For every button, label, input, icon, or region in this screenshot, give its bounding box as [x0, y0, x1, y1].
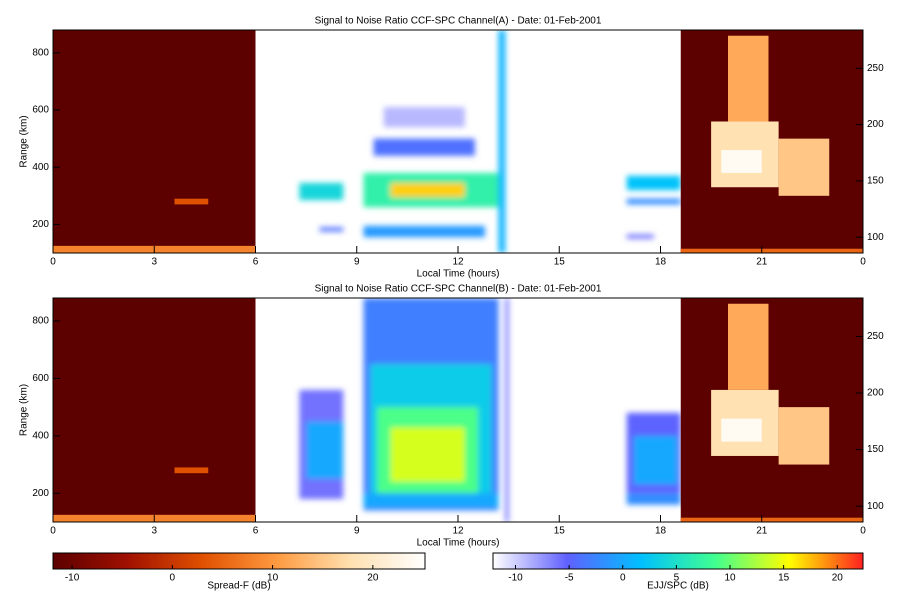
- colorbar-tick-label: 15: [778, 573, 790, 584]
- cell: [174, 198, 209, 205]
- chart-title: Signal to Noise Ratio CCF-SPC Channel(B)…: [315, 284, 602, 295]
- colorbar-tick-label: -10: [508, 573, 523, 584]
- y-tick-label: 600: [32, 105, 49, 116]
- y-tick-label: 400: [32, 162, 49, 173]
- cell: [778, 407, 830, 465]
- colorbar-tick-label: 20: [367, 573, 379, 584]
- y-tick-label: 400: [32, 430, 49, 441]
- y2-tick-label: 200: [867, 119, 884, 130]
- y-tick-label: 800: [32, 48, 49, 59]
- plot-area: [53, 298, 863, 522]
- x-tick-label: 21: [756, 526, 768, 537]
- colorbar-label: Spread-F (dB): [207, 581, 270, 592]
- cell: [390, 182, 465, 198]
- cell: [728, 35, 769, 122]
- colorbar-label: EJJ/SPC (dB): [647, 581, 709, 592]
- cell: [498, 30, 506, 253]
- chart-title: Signal to Noise Ratio CCF-SPC Channel(A)…: [315, 16, 602, 27]
- x-tick-label: 0: [860, 257, 866, 268]
- x-tick-label: 6: [253, 526, 259, 537]
- cell: [778, 138, 830, 196]
- colorbar-tick-label: 10: [724, 573, 736, 584]
- x-tick-label: 0: [50, 526, 56, 537]
- y-tick-label: 800: [32, 316, 49, 327]
- x-tick-label: 12: [452, 257, 464, 268]
- cell: [728, 303, 769, 390]
- x-tick-label: 3: [151, 257, 157, 268]
- x-tick-label: 21: [756, 257, 768, 268]
- y-tick-label: 200: [32, 219, 49, 230]
- x-tick-label: 18: [655, 257, 667, 268]
- cell: [626, 493, 681, 505]
- colorbar-tick-label: 10: [267, 573, 279, 584]
- y-axis-label: Range (km): [19, 115, 30, 167]
- cell: [53, 298, 256, 522]
- colorbar-tick-label: -10: [65, 573, 80, 584]
- y2-tick-label: 100: [867, 501, 884, 512]
- x-tick-label: 6: [253, 257, 259, 268]
- cell: [373, 138, 475, 156]
- x-tick-label: 15: [554, 526, 566, 537]
- snr-layer: [299, 30, 681, 253]
- y2-tick-label: 100: [867, 232, 884, 243]
- cell: [363, 493, 499, 508]
- colorbar: [492, 552, 864, 570]
- x-axis-label: Local Time (hours): [417, 269, 500, 280]
- cell: [306, 421, 344, 479]
- cell: [721, 150, 762, 173]
- colorbar-tick-label: 20: [832, 573, 844, 584]
- colorbar-tick-label: 5: [674, 573, 680, 584]
- cell: [383, 107, 465, 128]
- cell: [505, 298, 509, 522]
- x-tick-label: 0: [50, 257, 56, 268]
- cell: [299, 182, 344, 201]
- x-tick-label: 0: [860, 526, 866, 537]
- x-tick-label: 3: [151, 526, 157, 537]
- snr-layer: [299, 298, 681, 522]
- x-tick-label: 12: [452, 526, 464, 537]
- y2-tick-label: 250: [867, 331, 884, 342]
- cell: [319, 227, 344, 232]
- cell: [390, 427, 465, 482]
- colorbar-tick-label: 0: [620, 573, 626, 584]
- y2-tick-label: 150: [867, 176, 884, 187]
- x-tick-label: 9: [354, 526, 360, 537]
- cell: [680, 248, 863, 253]
- colorbar-tick-label: -5: [565, 573, 574, 584]
- cell: [174, 467, 209, 474]
- cell: [626, 234, 654, 239]
- colorbar: [52, 552, 426, 570]
- cell: [53, 30, 256, 253]
- y2-tick-label: 150: [867, 444, 884, 455]
- cell: [626, 198, 681, 205]
- cell: [363, 225, 485, 238]
- x-tick-label: 9: [354, 257, 360, 268]
- colorbar-tick-label: 0: [170, 573, 176, 584]
- x-tick-label: 15: [554, 257, 566, 268]
- y-tick-label: 600: [32, 373, 49, 384]
- plot-area: [53, 30, 863, 253]
- cell: [626, 175, 681, 191]
- y-tick-label: 200: [32, 488, 49, 499]
- y-axis-label: Range (km): [19, 384, 30, 436]
- x-axis-label: Local Time (hours): [417, 538, 500, 549]
- cell: [633, 435, 678, 485]
- cell: [680, 517, 863, 522]
- y2-tick-label: 200: [867, 388, 884, 399]
- cell: [721, 418, 762, 442]
- y2-tick-label: 250: [867, 63, 884, 74]
- x-tick-label: 18: [655, 526, 667, 537]
